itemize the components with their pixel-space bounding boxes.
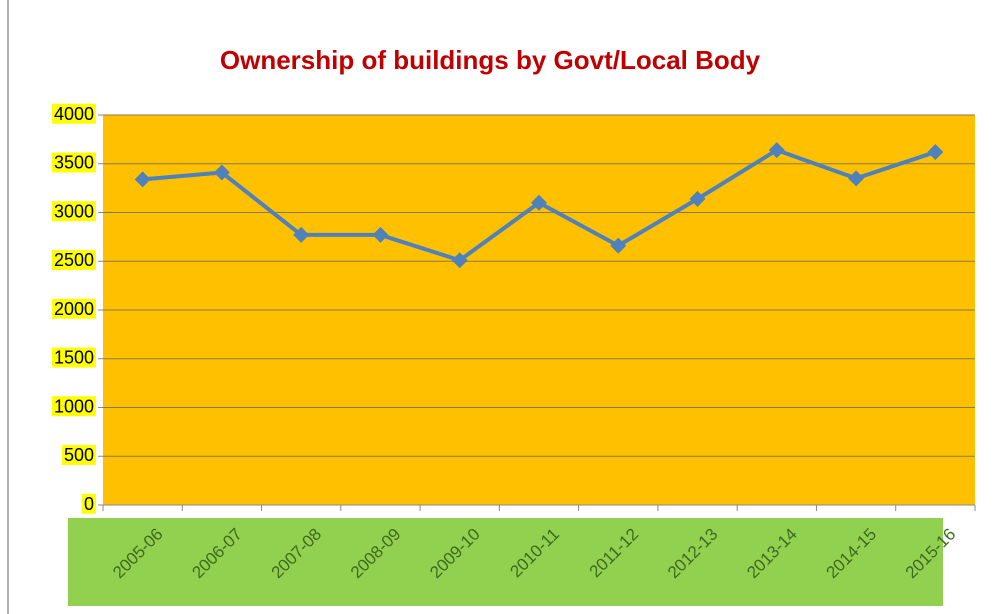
- marker: [134, 171, 151, 188]
- marker: [689, 190, 706, 207]
- y-tick-label: 0: [84, 494, 94, 514]
- y-label-highlight: [51, 347, 96, 368]
- marker: [768, 142, 785, 159]
- y-label-highlight: [51, 298, 96, 319]
- marker: [293, 226, 310, 243]
- marker: [451, 252, 468, 269]
- y-tick-label: 4000: [54, 104, 94, 124]
- marker: [213, 164, 230, 181]
- y-label-highlight: [51, 103, 96, 124]
- x-label-band: [68, 518, 943, 606]
- y-tick-label: 3000: [54, 201, 94, 221]
- marker: [848, 170, 865, 187]
- y-label-highlight: [81, 493, 96, 514]
- y-tick-label: 1500: [54, 348, 94, 368]
- y-label-highlight: [61, 445, 96, 465]
- y-label-highlight: [51, 396, 96, 417]
- y-label-highlight: [51, 250, 96, 270]
- chart-title: Ownership of buildings by Govt/Local Bod…: [220, 45, 761, 75]
- y-tick-label: 2500: [54, 250, 94, 270]
- marker: [610, 237, 627, 254]
- y-label-highlight: [51, 201, 96, 222]
- y-tick-label: 500: [64, 445, 94, 465]
- y-tick-label: 3500: [54, 153, 94, 173]
- marker: [531, 194, 547, 211]
- y-tick-label: 2000: [54, 299, 94, 319]
- marker: [372, 226, 389, 243]
- y-label-highlight: [51, 152, 96, 173]
- marker: [927, 144, 944, 161]
- y-tick-label: 1000: [54, 396, 94, 416]
